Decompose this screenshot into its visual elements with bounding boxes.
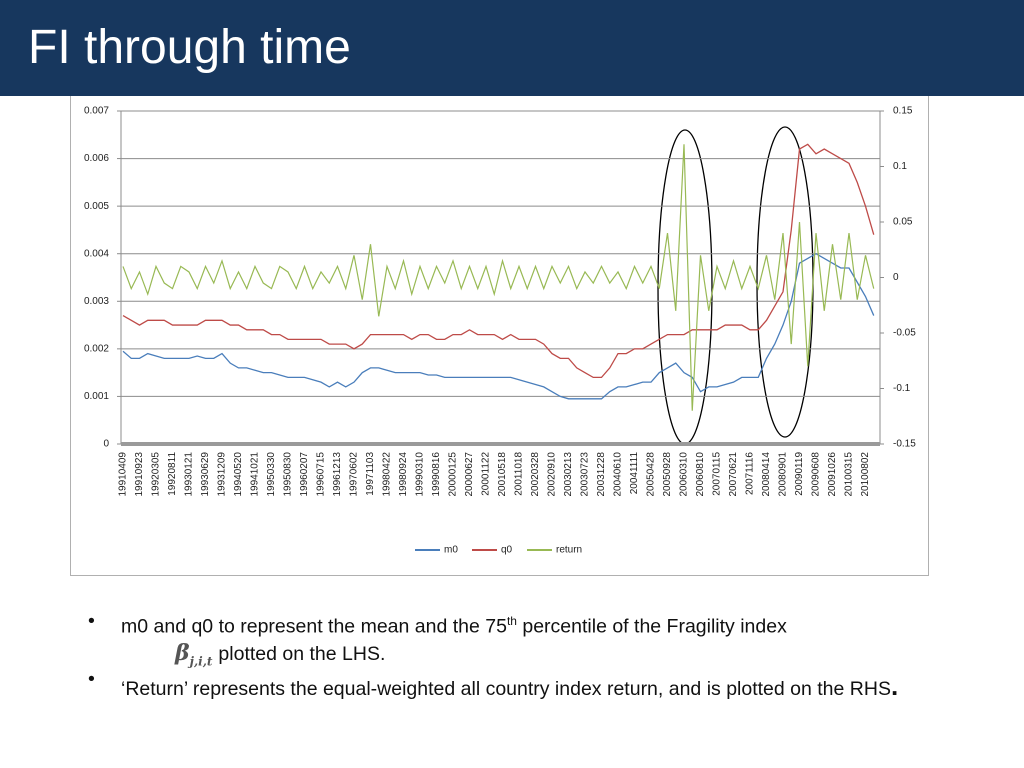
text: m0 and q0 to represent the mean and the … [121, 615, 507, 638]
series-line [122, 143, 875, 379]
chart: 0 0.001 0.002 0.003 0.004 0.005 0.006 0.007 -0.1… [84, 106, 916, 556]
x-tick-label: 19961213 [332, 452, 343, 497]
y-tick-label: 0.005 [84, 201, 109, 212]
series-line [122, 252, 875, 400]
slide-title: FI through time [28, 21, 351, 74]
x-tick-label: 19960715 [316, 452, 327, 497]
bullet-text: m0 and q0 to represent the mean and the … [121, 608, 981, 674]
x-tick-label: 20090608 [811, 452, 822, 497]
y-tick-label: 0.002 [84, 343, 109, 354]
x-tick-label: 19950830 [283, 452, 294, 497]
y2-tick-label: -0.05 [893, 328, 916, 339]
x-tick-label: 20001122 [481, 452, 492, 496]
y-tick-label: 0.001 [84, 391, 109, 402]
text: . [890, 671, 899, 701]
symbol: βj,i,t [175, 639, 213, 668]
x-tick-label: 20020910 [547, 452, 558, 497]
series-line [122, 144, 875, 411]
highlight-ellipse [756, 126, 814, 438]
x-tick-label: 19940520 [233, 452, 244, 497]
x-tick-label: 19971103 [365, 452, 376, 496]
y-tick-label: 0.004 [84, 248, 109, 259]
x-tick-label: 20100315 [844, 452, 855, 497]
x-tick-label: 19930629 [200, 452, 211, 497]
x-tick-label: 20100802 [860, 452, 871, 497]
x-tick-label: 20060310 [679, 452, 690, 497]
header: FI through time [0, 0, 1024, 96]
x-tick-label: 19950330 [266, 452, 277, 497]
y2-tick-label: -0.1 [893, 383, 911, 394]
x-tick-label: 20010518 [497, 452, 508, 497]
text: plotted on the LHS. [218, 642, 386, 665]
x-tick-label: 20030723 [580, 452, 591, 497]
symbol-sub: j,i,t [189, 653, 213, 668]
y2-tick-label: -0.15 [893, 439, 916, 450]
y-tick-label: 0.007 [84, 106, 109, 117]
y-tick-label: 0.003 [84, 296, 109, 307]
x-tick-label: 19960207 [299, 452, 310, 497]
chart-frame [70, 96, 929, 576]
x-tick-label: 20070621 [728, 452, 739, 497]
y2-tick-label: 0 [893, 272, 899, 283]
x-tick-label: 20070115 [712, 452, 723, 496]
x-tick-label: 20031228 [596, 452, 607, 497]
x-tick-label: 20041111 [629, 452, 640, 495]
bullet-text: ‘Return’ represents the equal-weighted a… [121, 666, 981, 709]
x-tick-label: 20080901 [778, 452, 789, 497]
x-tick-label: 20071116 [745, 452, 756, 495]
text: percentile of the Fragility index [516, 615, 787, 638]
bullet-dot: • [88, 610, 95, 632]
x-tick-label: 19980422 [382, 452, 393, 497]
superscript: th [506, 614, 517, 628]
x-tick-label: 20080414 [761, 452, 772, 497]
x-tick-label: 20090119 [794, 452, 805, 496]
x-tick-label: 20091026 [827, 452, 838, 497]
y2-tick-label: 0.1 [893, 161, 907, 172]
x-tick-label: 20060810 [695, 452, 706, 497]
x-tick-label: 20000125 [448, 452, 459, 497]
x-tick-label: 19941021 [250, 452, 261, 497]
x-tick-label: 19931209 [217, 452, 228, 497]
text: ‘Return’ represents the equal-weighted a… [121, 678, 891, 700]
x-tick-label: 20050928 [662, 452, 673, 497]
y2-tick-label: 0.05 [893, 217, 913, 228]
x-tick-label: 19970602 [349, 452, 360, 497]
x-tick-label: 20050428 [646, 452, 657, 497]
y-tick-label: 0.006 [84, 153, 109, 164]
x-tick-label: 20011018 [514, 452, 525, 496]
legend-label: q0 [501, 545, 513, 556]
x-tick-label: 19990310 [415, 452, 426, 497]
x-tick-label: 19910409 [118, 452, 129, 497]
x-tick-label: 19910923 [134, 452, 145, 497]
x-tick-label: 20040610 [613, 452, 624, 497]
legend-label: m0 [444, 545, 458, 556]
x-tick-label: 20020328 [530, 452, 541, 497]
y2-tick-label: 0.15 [893, 106, 913, 117]
x-tick-label: 20000627 [464, 452, 475, 497]
x-tick-label: 19930121 [184, 452, 195, 497]
x-tick-label: 19920305 [151, 452, 162, 497]
bullet-dot: • [88, 668, 95, 690]
x-tick-label: 19980924 [398, 452, 409, 497]
symbol-base: β [175, 639, 190, 666]
x-tick-label: 20030213 [563, 452, 574, 497]
x-tick-label: 19920811 [167, 452, 178, 496]
legend-label: return [556, 545, 582, 556]
x-tick-label: 19990816 [431, 452, 442, 497]
y-tick-label: 0 [103, 439, 109, 450]
